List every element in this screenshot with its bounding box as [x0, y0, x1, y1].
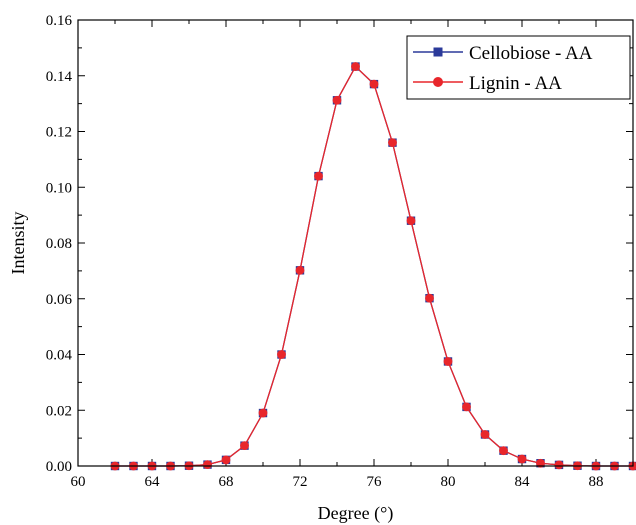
point-lignin — [332, 95, 342, 105]
x-tick-label: 80 — [441, 474, 456, 490]
x-tick-label: 68 — [219, 474, 234, 490]
point-lignin — [443, 357, 453, 366]
plot-frame — [77, 19, 634, 467]
y-tick-label: 0.02 — [46, 403, 72, 419]
point-lignin — [499, 446, 508, 456]
x-tick-label: 84 — [515, 474, 531, 490]
y-tick-label: 0.00 — [46, 459, 72, 475]
x-tick-label: 64 — [145, 474, 161, 490]
point-lignin — [221, 455, 231, 465]
legend-label-cellobiose: Cellobiose - AA — [469, 43, 593, 64]
y-tick-label: 0.10 — [46, 180, 72, 196]
y-tick-label: 0.04 — [46, 348, 73, 364]
point-lignin — [258, 408, 268, 418]
legend-box — [406, 35, 631, 100]
point-lignin — [295, 265, 305, 275]
x-tick-label: 60 — [71, 474, 86, 490]
axis-ticks: 60 64 68 72 76 80 84 88 0.00 0.02 0.04 0.06 0.08 0.10… — [46, 13, 633, 490]
y-tick-label: 0.06 — [46, 292, 73, 308]
point-lignin — [203, 460, 212, 470]
legend-label-lignin: Lignin - AA — [469, 73, 562, 94]
point-lignin — [462, 402, 471, 412]
point-lignin — [277, 350, 286, 359]
legend-marker-lignin — [433, 77, 443, 87]
point-lignin — [406, 216, 416, 226]
legend: Cellobiose - AA Lignin - AA — [406, 35, 631, 100]
point-lignin — [314, 171, 323, 181]
point-lignin — [388, 138, 397, 148]
point-lignin — [351, 62, 360, 71]
point-lignin — [480, 430, 490, 439]
legend-marker-cellobiose — [433, 47, 443, 57]
y-tick-label: 0.16 — [46, 13, 73, 29]
y-tick-label: 0.14 — [46, 69, 73, 85]
x-tick-label: 88 — [589, 474, 604, 490]
y-axis-title: Intensity — [8, 212, 28, 275]
x-tick-label: 72 — [293, 474, 308, 490]
point-lignin — [369, 79, 379, 89]
point-lignin — [517, 454, 527, 464]
point-lignin — [554, 460, 564, 470]
x-axis-title: Degree (°) — [318, 503, 394, 524]
y-tick-label: 0.08 — [46, 236, 72, 252]
y-tick-label: 0.12 — [46, 125, 72, 141]
x-tick-label: 76 — [367, 474, 383, 490]
series-layer — [110, 62, 636, 471]
point-lignin — [240, 441, 249, 451]
point-lignin — [425, 293, 434, 303]
